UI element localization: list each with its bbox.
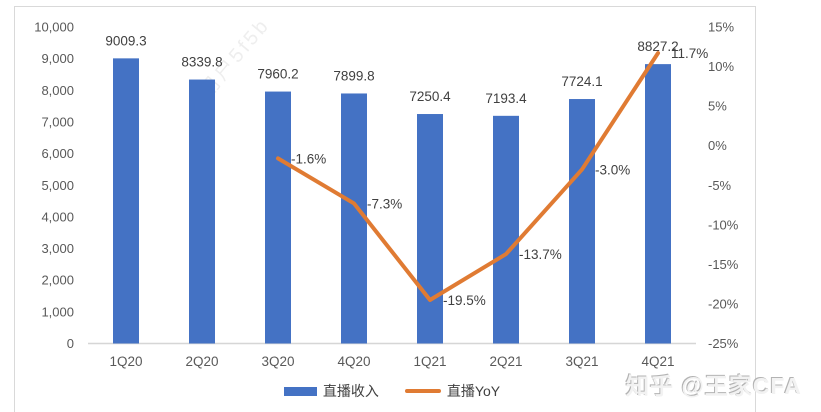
left-axis-tick: 4,000 [41,209,74,224]
right-axis-tick: -5% [708,178,732,193]
bar-2Q21 [493,115,519,344]
yoy-label-1Q21: -19.5% [443,293,486,308]
legend-item-revenue: 直播收入 [283,383,379,399]
legend-label-yoy: 直播YoY [446,383,501,399]
x-axis-category-3Q20: 3Q20 [261,354,294,369]
x-axis-category-3Q21: 3Q21 [565,354,598,369]
x-axis-category-2Q20: 2Q20 [185,354,218,369]
bar-label-3Q20: 7960.2 [257,67,298,82]
bar-3Q21 [569,99,595,344]
bar-4Q21 [645,64,671,344]
right-axis-tick: -10% [708,217,739,232]
bar-label-4Q21: 8827.2 [637,39,678,54]
yoy-line [276,51,660,302]
left-axis-tick: 0 [67,336,74,351]
bar-2Q20 [189,79,215,344]
bar-series-swatch-icon [283,386,317,396]
x-axis-category-1Q20: 1Q20 [109,354,142,369]
yoy-label-4Q20: -7.3% [367,196,402,211]
yoy-label-3Q20: -1.6% [291,151,326,166]
right-axis-tick: -20% [708,296,739,311]
yoy-label-3Q21: -3.0% [595,162,630,177]
legend-item-yoy: 直播YoY [404,383,501,399]
right-axis-tick: 10% [708,59,734,74]
bar-4Q20 [341,93,367,344]
left-axis-tick: 2,000 [41,273,74,288]
bar-label-3Q21: 7724.1 [561,74,602,89]
left-axis-tick: 7,000 [41,114,74,129]
legend-label-revenue: 直播收入 [322,383,379,399]
zhihu-watermark: 知乎 @王家CFA [626,373,802,399]
left-axis-tick: 6,000 [41,146,74,161]
left-axis-tick: 8,000 [41,83,74,98]
left-axis-tick: 3,000 [41,241,74,256]
bar-1Q20 [113,58,139,344]
bar-3Q20 [265,91,291,344]
bar-label-1Q21: 7250.4 [409,89,451,104]
right-axis-tick: -25% [708,336,739,351]
bar-label-2Q20: 8339.8 [181,55,222,70]
bar-1Q21 [417,114,443,344]
bar-label-1Q20: 9009.3 [105,33,146,48]
x-axis-category-1Q21: 1Q21 [413,354,446,369]
line-series-swatch-icon [404,389,441,393]
right-axis-tick: 15% [708,20,734,35]
yoy-label-2Q21: -13.7% [519,247,562,262]
right-axis-tick: 5% [708,99,727,114]
right-axis-tick: 0% [708,138,727,153]
left-axis-tick: 10,000 [34,20,74,35]
legend: 直播收入 直播YoY [88,381,696,401]
left-axis-tick: 9,000 [41,51,74,66]
x-axis-category-4Q20: 4Q20 [337,354,370,369]
x-axis-category-2Q21: 2Q21 [489,354,522,369]
left-axis-tick: 5,000 [41,178,74,193]
bar-label-4Q20: 7899.8 [333,68,374,83]
left-axis-tick: 1,000 [41,304,74,319]
x-axis-category-4Q21: 4Q21 [641,354,674,369]
yoy-label-4Q21: 11.7% [671,46,708,61]
bar-label-2Q21: 7193.4 [485,91,527,106]
right-axis-tick: -15% [708,257,739,272]
